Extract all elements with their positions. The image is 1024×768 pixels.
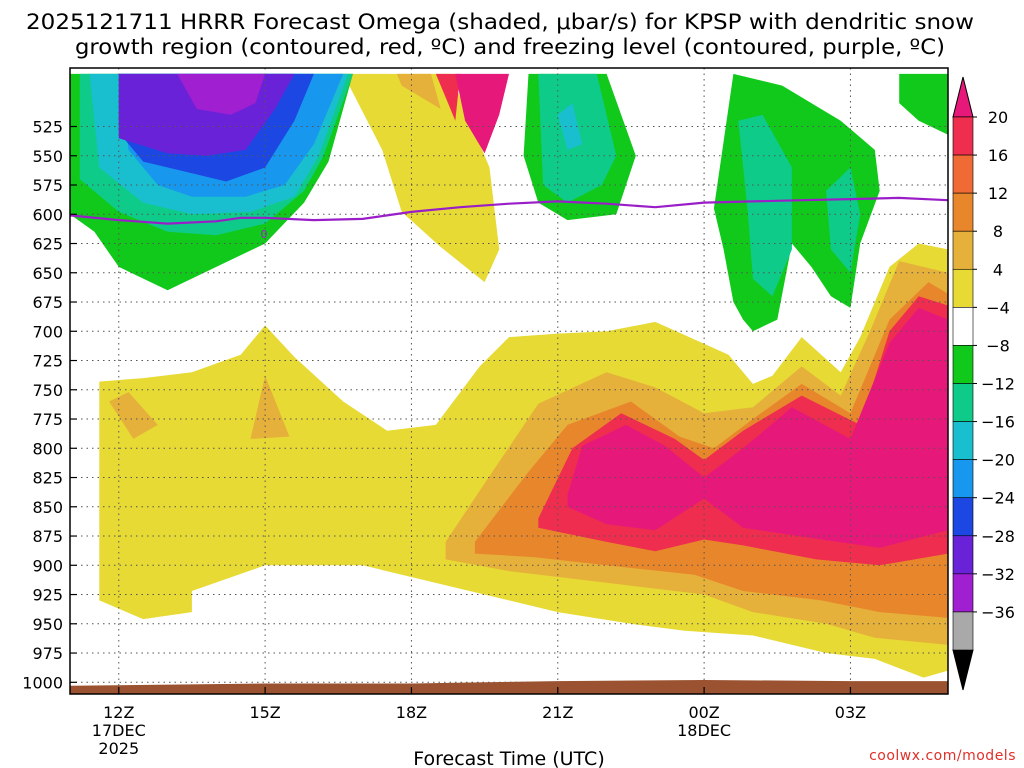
colorbar-label-12: −32 — [981, 565, 1015, 584]
credit-text: coolwx.com/models — [869, 748, 1016, 764]
colorbar-label-9: −20 — [981, 451, 1015, 470]
y-tick-label-625: 625 — [32, 235, 63, 254]
y-tick-label-1000: 1000 — [22, 673, 63, 692]
omega-region-plus20 — [455, 73, 948, 548]
plot-frame — [69, 67, 949, 695]
y-tick-label-650: 650 — [32, 264, 63, 283]
freezing-level-contour — [70, 196, 948, 225]
colorbar-label-0: 20 — [988, 108, 1008, 127]
y-tick-label-725: 725 — [32, 352, 63, 371]
y-tick-label-875: 875 — [32, 527, 63, 546]
colorbar-bin-3 — [952, 192, 974, 232]
y-tick-label-925: 925 — [32, 586, 63, 605]
x-tick-label-21Z: 21Z — [542, 703, 573, 722]
colorbar-bin-9 — [952, 421, 974, 460]
colorbar-top-arrow — [952, 76, 974, 118]
x-tick-date-12Z: 17DEC — [92, 721, 146, 740]
y-tick-label-675: 675 — [32, 293, 63, 312]
chart-title-line-1: 2025121711 HRRR Forecast Omega (shaded, … — [26, 10, 974, 34]
omega-shading — [70, 73, 948, 678]
colorbar-bin-5 — [952, 268, 974, 308]
ground-surface — [70, 680, 948, 694]
colorbar-label-7: −12 — [981, 375, 1015, 394]
colorbar-bin-10 — [952, 459, 974, 499]
colorbar: 20 16 12 8 4 −4 −8 −12 −16 −20 −24 −28 −32 −36 — [952, 76, 1015, 691]
y-tick-label-825: 825 — [32, 469, 63, 488]
y-tick-label-750: 750 — [32, 381, 63, 400]
colorbar-label-13: −36 — [981, 603, 1015, 622]
y-tick-label-975: 975 — [32, 644, 63, 663]
omega-region-minus28 — [177, 73, 266, 115]
colorbar-label-11: −28 — [981, 527, 1015, 546]
colorbar-label-10: −24 — [981, 489, 1015, 508]
colorbar-bin-12 — [952, 535, 974, 575]
colorbar-bottom-arrow — [952, 649, 974, 691]
colorbar-bin-11 — [952, 497, 974, 537]
x-tick-label-15Z: 15Z — [249, 703, 280, 722]
x-tick-label-18Z: 18Z — [396, 703, 427, 722]
colorbar-bin-7 — [952, 345, 974, 384]
colorbar-label-4: 4 — [993, 260, 1003, 279]
y-tick-label-850: 850 — [32, 498, 63, 517]
colorbar-label-6: −8 — [986, 336, 1010, 355]
x-axis-label: Forecast Time (UTC) — [413, 748, 604, 768]
y-tick-label-775: 775 — [32, 410, 63, 429]
pressure-axis: 525 550 575 600 625 650 675 700 725 750 775 800 825 8… — [22, 118, 77, 692]
colorbar-bin-6 — [952, 307, 974, 346]
x-tick-label-12Z: 12Z — [103, 703, 134, 722]
colorbar-label-8: −16 — [981, 413, 1015, 432]
colorbar-label-3: 8 — [993, 222, 1003, 241]
chart-title-line-2: growth region (contoured, red, ºC) and f… — [75, 35, 945, 59]
y-tick-label-800: 800 — [32, 439, 63, 458]
plot-area: 0 — [70, 68, 948, 694]
y-tick-label-575: 575 — [32, 176, 63, 195]
y-tick-label-900: 900 — [32, 556, 63, 575]
y-tick-label-550: 550 — [32, 147, 63, 166]
colorbar-label-2: 12 — [988, 184, 1008, 203]
colorbar-bin-13 — [952, 573, 974, 613]
y-tick-label-600: 600 — [32, 205, 63, 224]
y-tick-label-700: 700 — [32, 322, 63, 341]
colorbar-bin-2 — [952, 154, 974, 194]
colorbar-bin-1 — [952, 116, 974, 156]
x-tick-year-12Z: 2025 — [98, 739, 139, 758]
colorbar-label-5: −4 — [986, 298, 1010, 317]
colorbar-label-1: 16 — [988, 146, 1008, 165]
y-tick-label-525: 525 — [32, 118, 63, 137]
colorbar-bin-4 — [952, 230, 974, 270]
colorbar-bin-8 — [952, 383, 974, 422]
colorbar-bin-last — [952, 611, 974, 651]
dgz-contour-label: 0 — [261, 228, 268, 241]
x-tick-label-03Z: 03Z — [835, 703, 866, 722]
x-tick-label-00Z: 00Z — [688, 703, 719, 722]
y-tick-label-950: 950 — [32, 615, 63, 634]
x-tick-date-00Z: 18DEC — [677, 721, 731, 740]
